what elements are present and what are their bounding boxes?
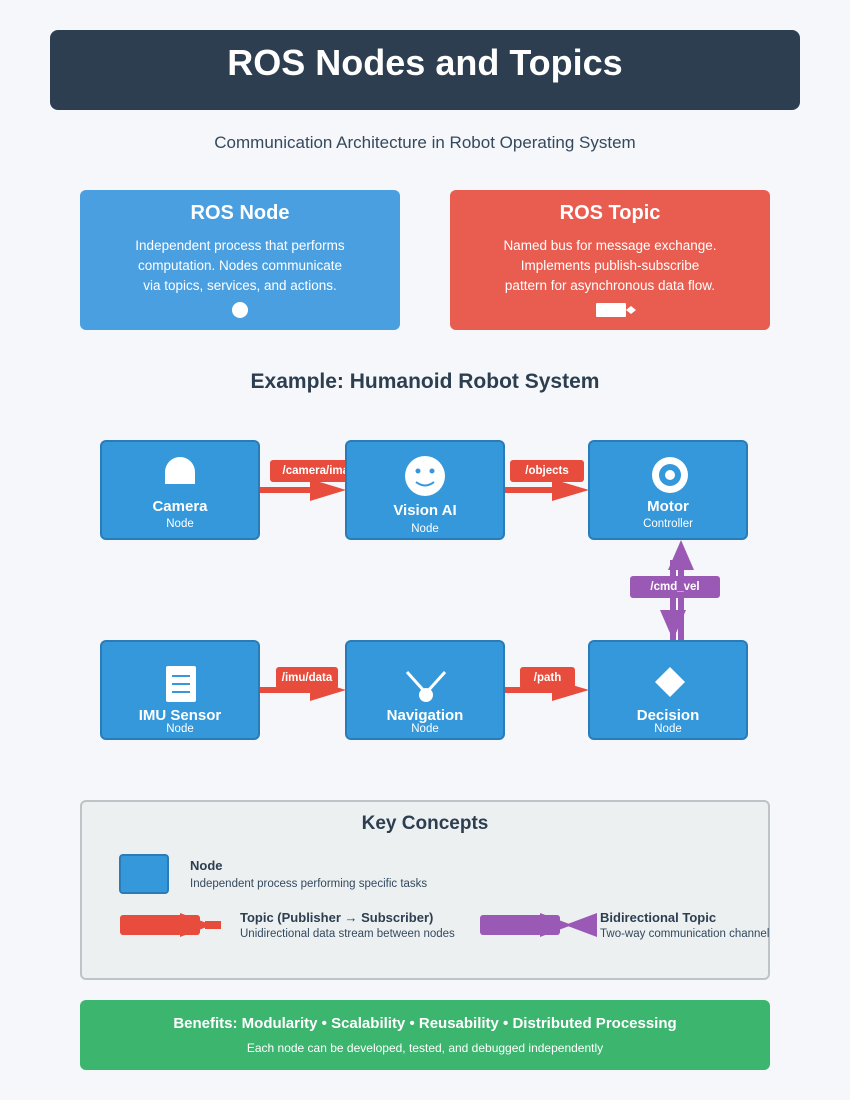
topic-label-imu-data: /imu/data	[276, 667, 338, 689]
legend-node-swatch	[119, 854, 169, 894]
benefits-banner: Benefits: Modularity • Scalability • Reu…	[80, 1000, 770, 1070]
node-subtitle: Node	[411, 723, 439, 735]
node-subtitle: Node	[166, 723, 194, 735]
legend-bidirectional-name: Bidirectional Topic	[600, 910, 717, 925]
example-section-title: Example: Humanoid Robot System	[250, 370, 600, 393]
topic-label-objects: /objects	[510, 460, 584, 482]
ros-node-desc-line: via topics, services, and actions.	[143, 278, 337, 293]
node-title: Camera	[152, 498, 208, 515]
legend-node-desc: Independent process performing specific …	[190, 878, 428, 890]
node-subtitle: Node	[166, 518, 194, 530]
ros-node-desc-line: computation. Nodes communicate	[137, 258, 343, 273]
circle-icon	[232, 302, 248, 318]
legend-bidirectional-desc: Two-way communication channel	[600, 928, 770, 940]
ros-topic-card-title: ROS Topic	[559, 202, 661, 224]
node-title: Motor	[647, 498, 689, 515]
topic-label-path: /path	[520, 667, 575, 689]
header-bar: ROS Nodes and Topics	[50, 30, 800, 110]
ros-node-card: ROS Node Independent process that perfor…	[80, 190, 400, 330]
ros-node-card-description: Independent process that performs comput…	[120, 236, 360, 296]
legend-topic-desc: Unidirectional data stream between nodes	[240, 928, 455, 940]
key-concepts-panel	[80, 800, 770, 980]
ros-topic-desc-line: pattern for asynchronous data flow.	[504, 278, 716, 293]
node-subtitle: Controller	[643, 518, 693, 530]
node-subtitle: Node	[654, 723, 682, 735]
ros-topic-card: ROS Topic Named bus for message exchange…	[450, 190, 770, 330]
legend-topic-name: Topic (Publisher → Subscriber)	[240, 910, 434, 925]
topic-arrow-camera-image	[260, 479, 346, 501]
node-subtitle: Node	[411, 523, 439, 535]
node-decision[interactable]: Decision Node	[588, 640, 748, 740]
benefits-subtitle: Each node can be developed, tested, and …	[246, 1041, 604, 1055]
topic-label-cmd-vel: /cmd_vel	[630, 576, 720, 598]
topic-arrow-objects	[505, 479, 589, 501]
benefits-title: Benefits: Modularity • Scalability • Reu…	[173, 1015, 677, 1032]
node-title: Vision AI	[393, 502, 457, 519]
node-imu-sensor[interactable]: IMU Sensor Node	[100, 640, 260, 740]
page-subtitle: Communication Architecture in Robot Oper…	[214, 133, 636, 152]
node-vision-ai[interactable]: Vision AI Node	[345, 440, 505, 540]
ros-topic-desc-line: Implements publish-subscribe	[520, 258, 700, 273]
node-title: Decision	[636, 707, 700, 724]
node-camera[interactable]: Camera Node	[100, 440, 260, 540]
ros-node-card-title: ROS Node	[190, 202, 290, 224]
key-concepts-title: Key Concepts	[361, 813, 489, 834]
page-title: ROS Nodes and Topics	[227, 42, 623, 83]
ros-topic-desc-line: Named bus for message exchange.	[503, 238, 717, 253]
legend-node-name: Node	[190, 858, 223, 873]
ros-node-desc-line: Independent process that performs	[135, 238, 345, 253]
node-title: IMU Sensor	[138, 707, 222, 724]
ros-topic-card-description: Named bus for message exchange. Implemen…	[490, 236, 730, 296]
node-motor[interactable]: Motor Controller	[588, 440, 748, 540]
node-navigation[interactable]: Navigation Node	[345, 640, 505, 740]
node-title: Navigation	[386, 707, 464, 724]
